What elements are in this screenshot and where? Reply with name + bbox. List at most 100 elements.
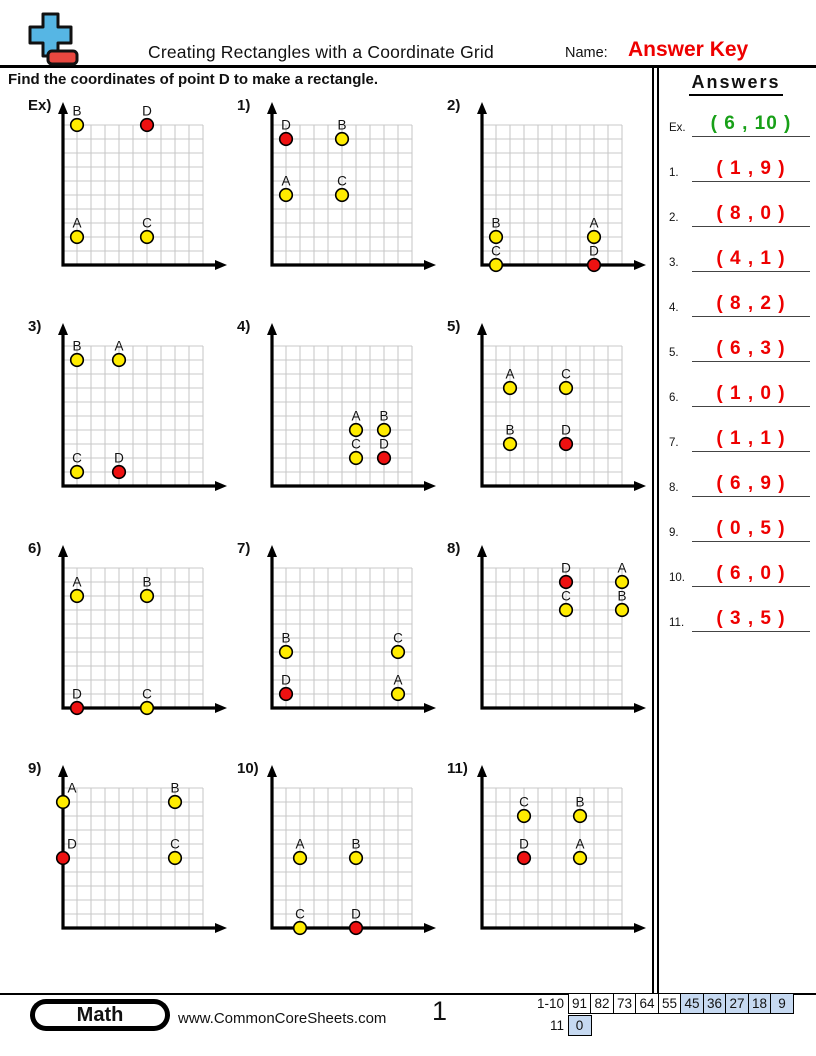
answer-value: ( 4 , 1 ) [692,248,810,272]
point-label-a: A [114,339,123,354]
answer-value: ( 6 , 0 ) [692,563,810,587]
score-cell: 27 [725,993,749,1014]
score-cell: 64 [635,993,659,1014]
grid-point-b [348,850,364,866]
answer-item: 4. ( 8 , 2 ) [660,272,810,317]
grid-point-c [334,187,350,203]
grid-point-a [292,850,308,866]
x-axis-arrow-icon [634,923,646,933]
y-axis-arrow-icon [58,765,68,777]
y-axis-arrow-icon [267,545,277,557]
y-axis-arrow-icon [477,765,487,777]
answer-value: ( 6 , 10 ) [692,113,810,137]
x-axis-arrow-icon [424,923,436,933]
x-axis-arrow-icon [634,260,646,270]
grid-point-c [558,602,574,618]
score-cell: 9 [770,993,794,1014]
point-label-b: B [351,837,360,852]
score-row: 11 0 [524,1015,794,1037]
answer-number: 8. [669,482,679,494]
problem-number-label: 7) [237,540,251,557]
score-cell: 82 [590,993,614,1014]
grid-point-d [278,686,294,702]
grid-point-b [614,602,630,618]
point-label-d: D [589,244,599,259]
problem-number-label: 8) [447,540,461,557]
answer-value: ( 1 , 1 ) [692,428,810,452]
answer-number: 7. [669,437,679,449]
point-label-d: D [561,561,571,576]
math-plus-minus-logo-icon [28,12,79,66]
grid-point-d [69,700,85,716]
answers-title: Answers [660,72,812,96]
website-url: www.CommonCoreSheets.com [178,1010,387,1027]
grid-point-b [334,131,350,147]
x-axis-arrow-icon [424,260,436,270]
point-label-d: D [67,837,77,852]
answer-number: 11. [669,617,685,629]
answer-key-label: Answer Key [628,38,749,61]
point-label-a: A [295,837,304,852]
problem-number-label: Ex) [28,97,52,114]
answer-value: ( 8 , 2 ) [692,293,810,317]
grid-point-a [614,574,630,590]
grid-point-d [348,920,364,936]
score-cell: 0 [567,1015,592,1036]
point-label-b: B [72,104,81,119]
grid-point-d [586,257,602,273]
y-axis-arrow-icon [58,102,68,114]
problem-number-label: 2) [447,97,461,114]
point-label-c: C [170,837,180,852]
y-axis-arrow-icon [267,323,277,335]
score-cell: 45 [680,993,704,1014]
grid-point-a [348,422,364,438]
point-label-c: C [142,687,152,702]
grid-point-c [488,257,504,273]
x-axis-arrow-icon [634,703,646,713]
answer-item: 1. ( 1 , 9 ) [660,137,810,182]
answers-list: Ex. ( 6 , 10 ) 1. ( 1 , 9 ) 2. ( 8 , 0 ) 3. ( 4… [660,92,810,632]
problem-6: 6) A B C D [28,538,233,750]
grid-point-d [55,850,71,866]
answer-item: Ex. ( 6 , 10 ) [660,92,810,137]
grid-point-c [167,850,183,866]
point-label-a: A [393,673,402,688]
point-label-a: A [617,561,626,576]
point-label-a: A [575,837,584,852]
x-axis-arrow-icon [424,481,436,491]
point-label-b: B [379,409,388,424]
problem-number-label: 11) [447,760,468,777]
grid-point-d [278,131,294,147]
answer-number: 2. [669,212,679,224]
grid-point-c [139,229,155,245]
grid-point-d [558,574,574,590]
point-label-b: B [170,781,179,796]
grid-point-b [502,436,518,452]
problem-1: 1) A B C D [237,95,442,307]
point-label-c: C [337,174,347,189]
point-label-d: D [561,423,571,438]
grid-point-b [139,588,155,604]
grid-point-b [69,352,85,368]
answer-number: 9. [669,527,679,539]
grid-point-a [111,352,127,368]
grid-point-d [558,436,574,452]
point-label-d: D [281,118,291,133]
point-label-a: A [72,216,81,231]
answer-item: 7. ( 1 , 1 ) [660,407,810,452]
grid-point-c [292,920,308,936]
grid-point-a [586,229,602,245]
answers-panel: Answers Ex. ( 6 , 10 ) 1. ( 1 , 9 ) 2. ( 8 , … [660,68,812,632]
answer-value: ( 6 , 3 ) [692,338,810,362]
point-label-d: D [142,104,152,119]
grid-point-a [278,187,294,203]
grid-point-b [167,794,183,810]
point-label-d: D [114,451,124,466]
point-label-c: C [72,451,82,466]
